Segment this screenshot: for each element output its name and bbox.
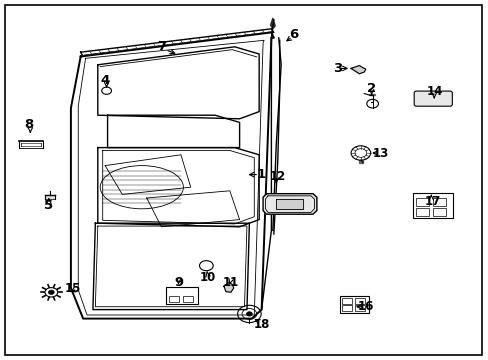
Text: 7: 7 (157, 40, 165, 53)
Text: 5: 5 (44, 199, 53, 212)
Bar (354, 305, 364, 311)
Polygon shape (358, 160, 362, 163)
Bar (166, 287, 198, 304)
Polygon shape (81, 29, 273, 57)
Polygon shape (224, 283, 233, 292)
Text: 2: 2 (366, 82, 375, 95)
Circle shape (48, 290, 54, 294)
Text: 9: 9 (174, 276, 183, 289)
Text: 13: 13 (371, 147, 388, 159)
Bar (432, 198, 446, 206)
Circle shape (246, 312, 252, 316)
Bar (342, 305, 351, 311)
Polygon shape (270, 18, 275, 29)
Bar (415, 198, 428, 206)
Text: 12: 12 (269, 170, 285, 183)
Bar (339, 296, 368, 313)
Text: 8: 8 (25, 118, 34, 131)
Polygon shape (263, 194, 316, 214)
Bar (412, 193, 452, 218)
Polygon shape (368, 94, 374, 95)
Bar (183, 296, 192, 302)
Text: 4: 4 (101, 75, 109, 87)
Text: 15: 15 (65, 282, 81, 295)
Bar (169, 296, 179, 302)
Text: 16: 16 (357, 300, 373, 313)
Polygon shape (46, 195, 54, 199)
Text: 3: 3 (332, 62, 341, 75)
Text: 6: 6 (288, 28, 297, 41)
FancyBboxPatch shape (413, 91, 451, 106)
Polygon shape (276, 199, 303, 209)
Text: 14: 14 (426, 85, 443, 98)
Text: 10: 10 (199, 271, 216, 284)
Text: 1: 1 (257, 168, 265, 181)
Bar (432, 208, 446, 216)
Bar (354, 298, 364, 304)
Text: 11: 11 (222, 276, 239, 289)
Polygon shape (350, 66, 365, 74)
Text: 18: 18 (253, 318, 270, 331)
Polygon shape (71, 32, 273, 319)
Bar (415, 208, 428, 216)
Circle shape (45, 288, 58, 297)
Text: 17: 17 (424, 195, 440, 208)
Circle shape (102, 87, 111, 94)
Bar (342, 298, 351, 304)
